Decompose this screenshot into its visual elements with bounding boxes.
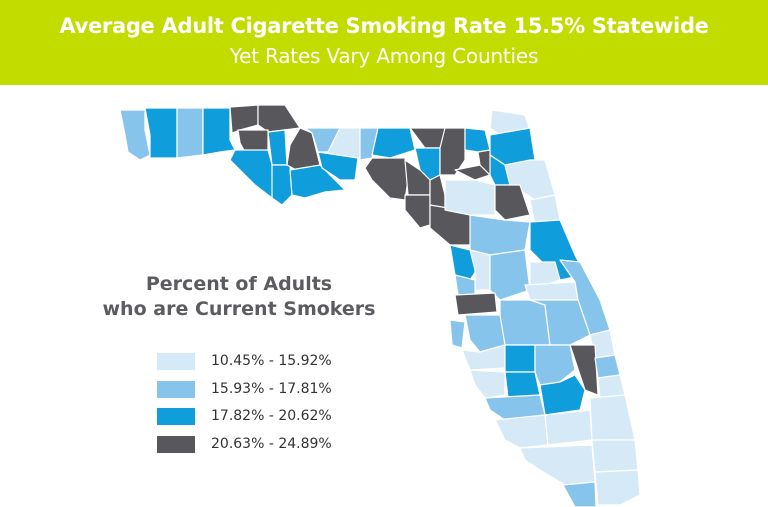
- county-madison: [371, 127, 416, 159]
- county-lake: [489, 249, 531, 301]
- county-gadsden: [304, 127, 341, 153]
- county-polk: [499, 299, 551, 346]
- county-okeechobee: [569, 344, 599, 396]
- county-alachua: [444, 179, 496, 216]
- county-desoto: [504, 371, 541, 399]
- legend-label: 17.82% - 20.62%: [211, 408, 332, 424]
- legend-swatch: [157, 380, 195, 398]
- legend-label: 15.93% - 17.81%: [211, 380, 332, 397]
- county-jackson: [257, 104, 301, 133]
- florida-county-map: [119, 104, 641, 507]
- county-baker: [464, 127, 491, 153]
- county-palm-beach: [589, 394, 636, 441]
- county-santa-rosa: [144, 107, 178, 159]
- legend-label: 20.63% - 24.89%: [211, 435, 332, 452]
- county-monroe: [562, 481, 597, 507]
- county-hendry: [544, 409, 593, 446]
- legend-title-line1: Percent of Adults: [145, 273, 333, 295]
- legend-swatch: [157, 353, 195, 370]
- header-banner: Average Adult Cigarette Smoking Rate 15.…: [0, 0, 768, 85]
- county-broward: [591, 439, 639, 473]
- county-marion: [469, 214, 531, 256]
- county-putnam: [494, 184, 531, 221]
- county-holmes: [229, 104, 259, 134]
- county-hamilton: [409, 127, 446, 149]
- page-subtitle: Yet Rates Vary Among Counties: [229, 44, 539, 68]
- county-orange: [524, 281, 579, 301]
- county-columbia: [439, 127, 466, 176]
- page-title: Average Adult Cigarette Smoking Rate 15.…: [59, 14, 709, 38]
- county-okaloosa: [176, 107, 204, 159]
- county-pasco: [454, 292, 498, 316]
- county-st-lucie: [594, 354, 621, 379]
- legend-swatch: [157, 435, 195, 453]
- legend-swatch: [157, 408, 195, 425]
- county-miami-dade: [594, 469, 641, 506]
- county-hardee: [504, 344, 536, 373]
- county-taylor: [364, 157, 409, 201]
- county-pinellas: [449, 319, 466, 349]
- legend-title: Percent of Adults who are Current Smoker…: [80, 272, 398, 322]
- county-washington: [237, 129, 269, 153]
- county-martin: [597, 374, 626, 399]
- legend-label: 10.45% - 15.92%: [211, 353, 332, 369]
- county-wakulla: [317, 151, 359, 181]
- county-lee: [494, 414, 549, 449]
- county-escambia: [119, 109, 151, 161]
- county-dixie: [404, 194, 431, 229]
- county-bay: [229, 149, 276, 199]
- county-st-johns: [504, 159, 556, 201]
- county-sarasota: [469, 369, 506, 399]
- county-seminole: [529, 261, 561, 286]
- county-gilchrist: [429, 174, 446, 211]
- county-collier: [519, 444, 596, 486]
- county-calhoun: [267, 129, 288, 166]
- county-gulf: [271, 164, 293, 206]
- legend-title-line2: who are Current Smokers: [102, 298, 376, 320]
